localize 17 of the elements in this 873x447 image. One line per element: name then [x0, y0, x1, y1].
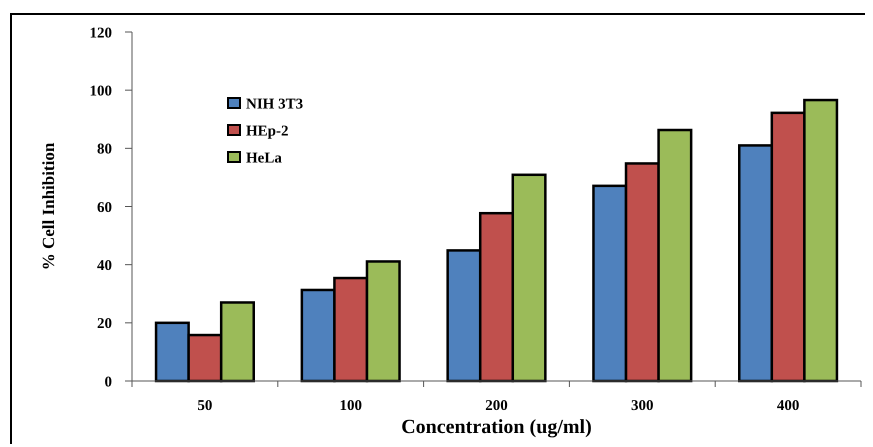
x-tick-label: 50 — [197, 398, 212, 414]
x-tick-label: 300 — [631, 398, 654, 414]
x-axis-title: Concentration (ug/ml) — [401, 416, 592, 438]
y-tick-label: 20 — [97, 316, 112, 332]
legend-label: HeLa — [246, 150, 282, 166]
y-tick-label: 80 — [97, 142, 112, 158]
x-tick-label: 400 — [776, 398, 800, 414]
y-tick-label: 120 — [90, 25, 112, 42]
x-tick-label: 100 — [339, 398, 362, 414]
x-tick-label: 200 — [485, 398, 508, 414]
y-tick-label: 0 — [104, 374, 112, 390]
y-tick-label: 40 — [97, 258, 112, 274]
y-tick-label: 60 — [97, 200, 112, 216]
y-tick-label: 100 — [90, 83, 112, 100]
legend-label: NIH 3T3 — [246, 96, 304, 112]
legend-label: HEp-2 — [246, 123, 289, 140]
y-axis-title: % Cell Inhibition — [39, 142, 58, 270]
